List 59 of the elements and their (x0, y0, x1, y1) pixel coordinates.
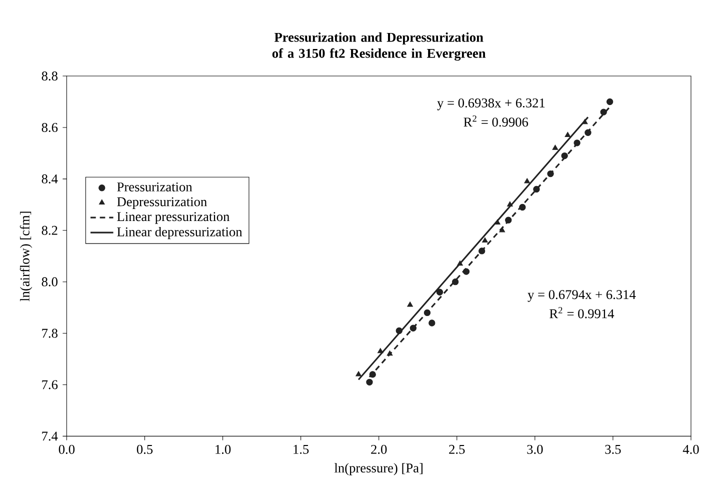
point (386, 350, 393, 356)
point (533, 186, 540, 192)
point (524, 178, 530, 184)
legend-label: Depressurization (117, 197, 207, 209)
point (366, 378, 373, 386)
y-tick-label: 7.4 (42, 432, 58, 441)
annotation: R$^{2}$ = 0.9906 (464, 115, 528, 127)
point (369, 371, 376, 378)
y-tick-label: 8.8 (42, 71, 58, 80)
y-tick-label: 8.4 (42, 174, 58, 184)
point (407, 302, 413, 307)
y-tick-label: 8.2 (42, 226, 58, 235)
x-tick-label: 3.0 (527, 444, 543, 454)
point (452, 278, 459, 286)
legend-label: Pressurization (117, 182, 192, 192)
x-tick-label: 4.0 (682, 444, 699, 454)
point (584, 129, 592, 136)
point (547, 170, 554, 178)
annotation: y = 0.6938x + 6.321 (437, 98, 545, 110)
point (574, 139, 580, 146)
y-tick-label: 8.0 (42, 277, 58, 286)
point (507, 201, 513, 206)
point (564, 132, 571, 137)
legend-label: Linear pressurization (117, 212, 230, 224)
point (600, 108, 607, 116)
point (424, 309, 431, 316)
x-tick-label: 0.5 (136, 444, 153, 454)
point (436, 288, 444, 296)
point (519, 204, 526, 210)
point (410, 324, 417, 332)
legend-label: Linear depressurization (117, 226, 242, 239)
point (457, 260, 463, 266)
point (499, 226, 506, 232)
x-tick-label: 1.5 (294, 444, 309, 454)
point (428, 320, 436, 326)
x-tick-label: 3.5 (605, 444, 621, 454)
point (478, 248, 486, 254)
point (377, 348, 384, 353)
point (505, 216, 512, 224)
chart-title: Pressurization and Depressurization of a 3150 ft2 Residence in Evergreen (272, 32, 486, 61)
x-tick-label: 2.0 (371, 444, 387, 454)
x-tick-label: 1.0 (216, 444, 231, 454)
point (606, 98, 614, 105)
annotation: y = 0.6794x + 6.314 (528, 290, 636, 302)
x-axis-title: ln(pressure) [Pa] (334, 463, 422, 476)
x-tick-label: 2.5 (449, 444, 465, 454)
point (561, 152, 568, 160)
annotation: R$^{2}$ = 0.9914 (550, 307, 614, 318)
point (482, 237, 488, 242)
point (396, 327, 402, 334)
point (494, 219, 500, 224)
point (356, 371, 362, 376)
y-axis-title: ln(airflow) [cfm] (20, 212, 32, 302)
y-tick-label: 8.6 (42, 122, 58, 132)
y-tick-label: 7.8 (42, 328, 58, 338)
x-tick-label: 0.0 (58, 444, 75, 454)
y-tick-label: 7.6 (42, 380, 58, 390)
point (552, 144, 558, 150)
point (462, 268, 470, 275)
